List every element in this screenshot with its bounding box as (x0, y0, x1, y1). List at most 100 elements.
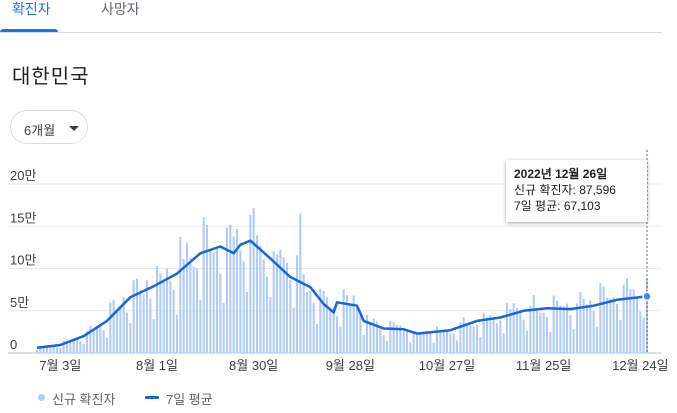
new-cases-bar (139, 289, 142, 353)
new-cases-bar (625, 278, 629, 353)
new-cases-bar (185, 242, 189, 353)
tab-cases[interactable]: 확진자 (12, 0, 51, 18)
new-cases-bar (422, 331, 425, 353)
tooltip-new-cases: 신규 확진자: 87,596 (514, 182, 639, 198)
new-cases-bar (492, 317, 495, 353)
new-cases-bar (195, 268, 199, 353)
period-dropdown-label: 6개월 (24, 123, 56, 138)
new-cases-bar (445, 329, 449, 353)
new-cases-bar (272, 251, 275, 353)
new-cases-bar (149, 298, 152, 353)
tooltip-avg-label: 7일 평균: (514, 199, 561, 213)
new-cases-bar (405, 331, 409, 353)
new-cases-bar (425, 330, 429, 353)
new-cases-bar (332, 306, 335, 353)
x-tick-label: 8월 30일 (229, 358, 278, 373)
y-axis: 0 5만 10만 15만 20만 (10, 168, 36, 352)
new-cases-bar (622, 284, 625, 353)
tab-deaths[interactable]: 사망자 (101, 0, 140, 18)
new-cases-bar (455, 340, 459, 353)
new-cases-bar (479, 337, 482, 353)
new-cases-bar (392, 322, 395, 353)
new-cases-bar (475, 324, 479, 353)
new-cases-bar (255, 235, 259, 353)
new-cases-bar (345, 295, 349, 353)
new-cases-bar (65, 340, 69, 353)
new-cases-bar (415, 332, 419, 353)
new-cases-bar (592, 310, 595, 353)
new-cases-bar (45, 346, 49, 353)
new-cases-bar (372, 318, 375, 353)
avg-line-series (36, 239, 648, 350)
new-cases-bar (72, 338, 75, 353)
new-cases-bar (175, 314, 179, 353)
new-cases-bar (412, 330, 415, 353)
new-cases-bar (225, 227, 229, 353)
new-cases-bar (305, 292, 309, 353)
new-cases-bar (532, 295, 535, 353)
new-cases-bar (465, 324, 469, 353)
new-cases-bar (99, 325, 102, 353)
new-cases-bar (235, 228, 239, 353)
new-cases-bar (105, 337, 109, 353)
x-tick-label: 10월 27일 (419, 358, 475, 373)
x-tick-label: 12월 24일 (612, 358, 668, 373)
new-cases-bar (419, 334, 422, 353)
new-cases-bar (389, 320, 392, 353)
new-cases-bar (399, 325, 402, 353)
new-cases-bar (555, 300, 559, 353)
new-cases-bar (239, 250, 242, 353)
new-cases-bar (605, 297, 609, 353)
new-cases-bar (579, 292, 582, 353)
new-cases-bar (429, 333, 432, 353)
new-cases-bar (632, 289, 635, 353)
new-cases-bar (135, 278, 139, 353)
new-cases-bar (362, 334, 365, 353)
new-cases-bar (552, 295, 555, 353)
new-cases-bar (545, 317, 549, 353)
new-cases-bar (615, 303, 619, 353)
caret-down-icon (69, 126, 79, 131)
new-cases-bar (189, 258, 192, 353)
new-cases-bar (55, 347, 59, 353)
new-cases-bar (85, 331, 89, 353)
tab-deaths-label: 사망자 (101, 1, 140, 17)
new-cases-bar (385, 340, 389, 353)
new-cases-bar (459, 322, 462, 353)
new-cases-bar (462, 317, 465, 353)
new-cases-bar (75, 337, 79, 353)
new-cases-bar (559, 305, 562, 353)
new-cases-bar (215, 249, 219, 353)
new-cases-bar (229, 224, 232, 353)
new-cases-bar (522, 319, 525, 353)
new-cases-bar (512, 303, 515, 353)
x-axis: 7월 3일 8월 1일 8월 30일 9월 28일 10월 27일 11월 25일 12월 … (39, 358, 668, 373)
new-cases-bar (169, 280, 172, 353)
new-cases-bar (409, 342, 412, 353)
new-cases-bar (82, 343, 85, 353)
x-tick-label: 8월 1일 (136, 358, 178, 373)
period-dropdown[interactable]: 6개월 (10, 110, 88, 144)
legend-avg-label: 7일 평균 (166, 392, 213, 407)
new-cases-bar (312, 302, 315, 353)
cases-chart[interactable]: 0 5만 10만 15만 20만 7월 3일 8월 1일 8월 30일 9월 28일 10월 2… (0, 150, 677, 385)
new-cases-bar (369, 321, 372, 353)
new-cases-bar (145, 280, 149, 353)
new-cases-bar (515, 307, 519, 353)
new-cases-bar (575, 303, 579, 353)
new-cases-bar (59, 348, 62, 353)
new-cases-bar (295, 255, 299, 353)
new-cases-bar (629, 289, 632, 353)
new-cases-bar (162, 280, 165, 353)
tooltip-avg-value: 67,103 (563, 199, 601, 213)
new-cases-bar (585, 304, 589, 353)
new-cases-bar (549, 331, 552, 353)
new-cases-bar (232, 236, 235, 353)
legend-line-icon (145, 396, 159, 399)
new-cases-bar (325, 297, 329, 353)
new-cases-bar (339, 326, 342, 353)
new-cases-bar (502, 333, 505, 353)
new-cases-bar (442, 329, 445, 353)
new-cases-bar (165, 268, 169, 353)
new-cases-bar (282, 257, 285, 353)
